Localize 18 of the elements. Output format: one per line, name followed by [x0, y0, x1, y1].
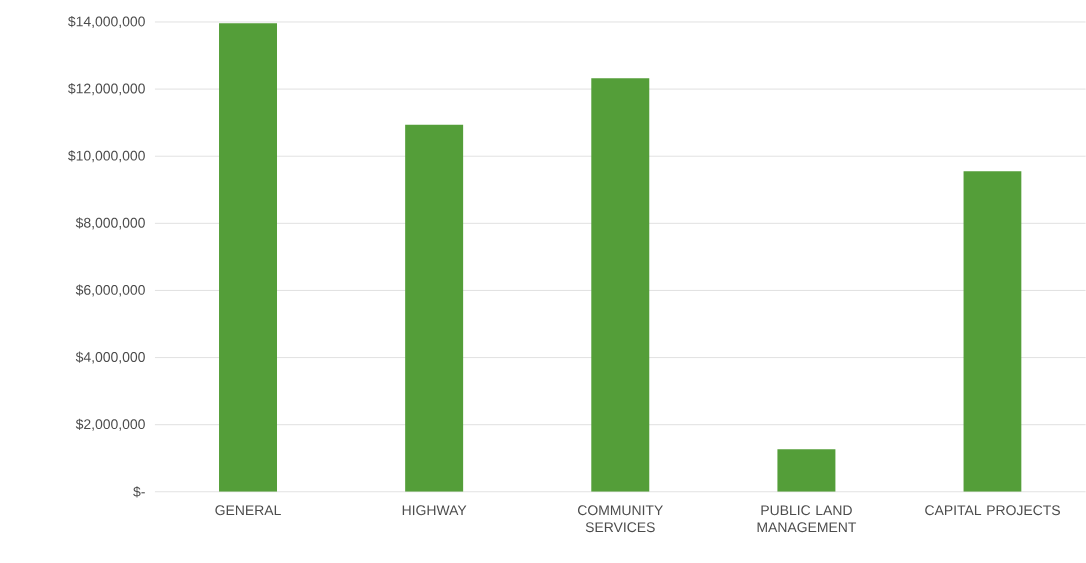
bar — [591, 78, 650, 492]
y-tick-label: $- — [133, 486, 145, 498]
y-tick-label: $6,000,000 — [75, 284, 145, 297]
y-tick-label: $4,000,000 — [75, 351, 145, 364]
y-tick-label: $10,000,000 — [68, 150, 145, 163]
x-tick-label: PUBLIC LAND MANAGEMENT — [757, 505, 857, 533]
y-tick-label: $12,000,000 — [68, 83, 145, 96]
x-tick-label: COMMUNITY SERVICES — [578, 505, 663, 533]
y-tick-label: $2,000,000 — [75, 418, 145, 431]
bar — [963, 171, 1022, 492]
bar — [219, 23, 278, 492]
x-tick-label: CAPITAL PROJECTS — [925, 505, 1060, 516]
x-tick-label: GENERAL — [215, 505, 281, 516]
bar — [777, 449, 836, 492]
y-tick-label: $14,000,000 — [68, 16, 145, 29]
x-tick-label: HIGHWAY — [402, 505, 467, 516]
bar — [405, 124, 464, 492]
y-tick-label: $8,000,000 — [75, 217, 145, 230]
